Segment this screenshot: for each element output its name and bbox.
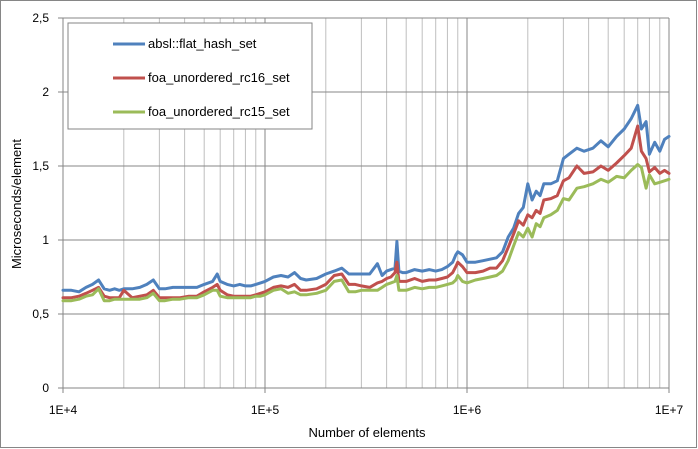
legend-box [67,22,313,130]
legend-label: foa_unordered_rc15_set [148,104,290,119]
legend-label: absl::flat_hash_set [148,36,257,51]
y-axis-label: Microseconds/element [9,139,24,269]
y-tick-label: 1 [42,233,49,247]
legend: absl::flat_hash_setfoa_unordered_rc16_se… [67,22,313,130]
series-line-3 [61,163,671,303]
series-line-2 [61,124,671,300]
y-tick-label: 0,5 [32,307,49,321]
y-tick-label: 1,5 [32,159,49,173]
series-group [61,103,671,303]
y-tick-label: 2,5 [32,11,49,25]
y-tick-label: 0 [42,381,49,395]
grid [62,17,670,389]
y-tick-label: 2 [42,85,49,99]
x-tick-label: 1E+7 [655,403,684,417]
x-tick-label: 1E+4 [49,403,78,417]
x-tick-label: 1E+6 [453,403,482,417]
axes: 1E+4 1E+5 1E+6 1E+7 0 0,5 1 1,5 2 2,5 [32,11,683,417]
legend-label: foa_unordered_rc16_set [148,70,290,85]
x-axis-label: Number of elements [308,425,426,440]
x-tick-label: 1E+5 [251,403,280,417]
series-line-1 [61,103,671,294]
